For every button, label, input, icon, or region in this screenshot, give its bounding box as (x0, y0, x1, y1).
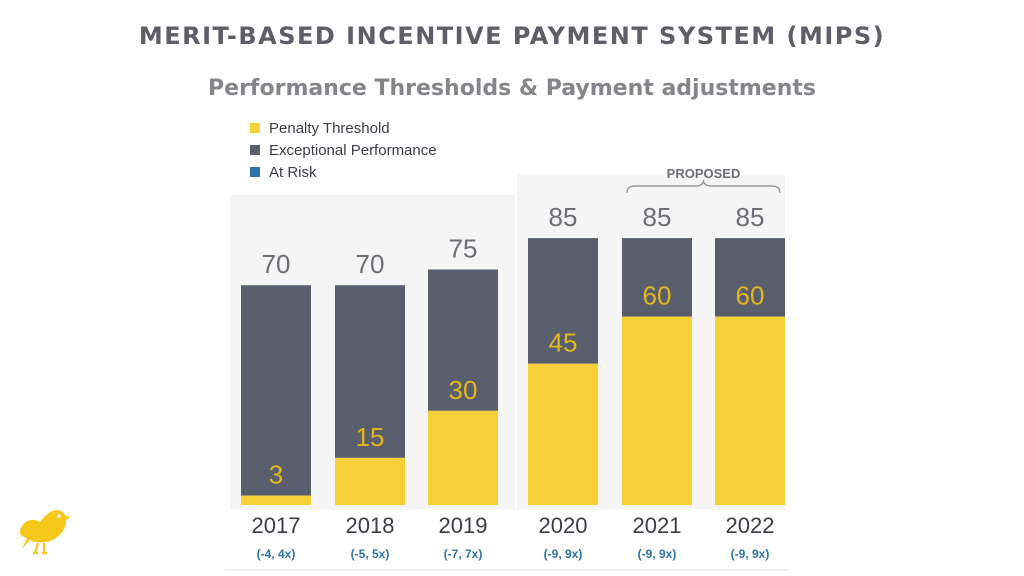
legend-item-exceptional: Exceptional Performance (250, 139, 437, 161)
data-label-penalty-2019: 30 (449, 375, 478, 405)
bar-exceptional-2019 (428, 269, 498, 411)
bar-exceptional-2022 (715, 238, 785, 317)
at-risk-label-2019: (-7, 7x) (444, 547, 483, 561)
bar-penalty-2019 (428, 410, 498, 505)
legend-label-at-risk: At Risk (269, 163, 317, 181)
proposed-label: PROPOSED (667, 166, 741, 181)
proposed-bracket (626, 179, 781, 194)
data-label-total-2021: 85 (643, 202, 672, 232)
data-label-penalty-2018: 15 (356, 422, 385, 452)
x-tick-label-2019: 2019 (439, 513, 488, 538)
bar-exceptional-2018 (335, 285, 405, 458)
chart-subtitle: Performance Thresholds & Payment adjustm… (208, 76, 816, 101)
bar-penalty-2021 (622, 316, 692, 505)
x-tick-label-2021: 2021 (633, 513, 682, 538)
data-label-total-2019: 75 (449, 234, 478, 264)
yellow-bird-icon (19, 510, 71, 555)
legend: Penalty Threshold Exceptional Performanc… (250, 117, 437, 183)
data-label-total-2017: 70 (262, 249, 291, 279)
legend-swatch-at-risk (250, 167, 260, 177)
at-risk-label-2020: (-9, 9x) (544, 547, 583, 561)
bar-exceptional-2017 (241, 285, 311, 496)
at-risk-label-2017: (-4, 4x) (257, 547, 296, 561)
data-label-penalty-2022: 60 (736, 281, 765, 311)
bar-exceptional-2021 (622, 238, 692, 317)
data-label-penalty-2020: 45 (549, 328, 578, 358)
x-tick-label-2018: 2018 (346, 513, 395, 538)
at-risk-label-2018: (-5, 5x) (351, 547, 390, 561)
bar-exceptional-2020 (528, 238, 598, 364)
x-tick-label-2017: 2017 (252, 513, 301, 538)
chart-title: MERIT-BASED INCENTIVE PAYMENT SYSTEM (MI… (138, 22, 886, 50)
bar-penalty-2017 (241, 495, 311, 505)
bar-penalty-2018 (335, 457, 405, 505)
data-label-total-2018: 70 (356, 249, 385, 279)
at-risk-label-2021: (-9, 9x) (638, 547, 677, 561)
legend-swatch-penalty (250, 123, 260, 133)
legend-item-penalty: Penalty Threshold (250, 117, 437, 139)
x-tick-label-2020: 2020 (539, 513, 588, 538)
legend-swatch-exceptional (250, 145, 260, 155)
legend-item-at-risk: At Risk (250, 161, 437, 183)
at-risk-label-2022: (-9, 9x) (731, 547, 770, 561)
legend-label-penalty: Penalty Threshold (269, 119, 390, 137)
data-label-total-2022: 85 (736, 202, 765, 232)
data-label-penalty-2017: 3 (269, 460, 283, 490)
bar-penalty-2022 (715, 316, 785, 505)
bar-penalty-2020 (528, 363, 598, 505)
legend-label-exceptional: Exceptional Performance (269, 141, 437, 159)
x-tick-label-2022: 2022 (726, 513, 775, 538)
data-label-penalty-2021: 60 (643, 281, 672, 311)
data-label-total-2020: 85 (549, 202, 578, 232)
